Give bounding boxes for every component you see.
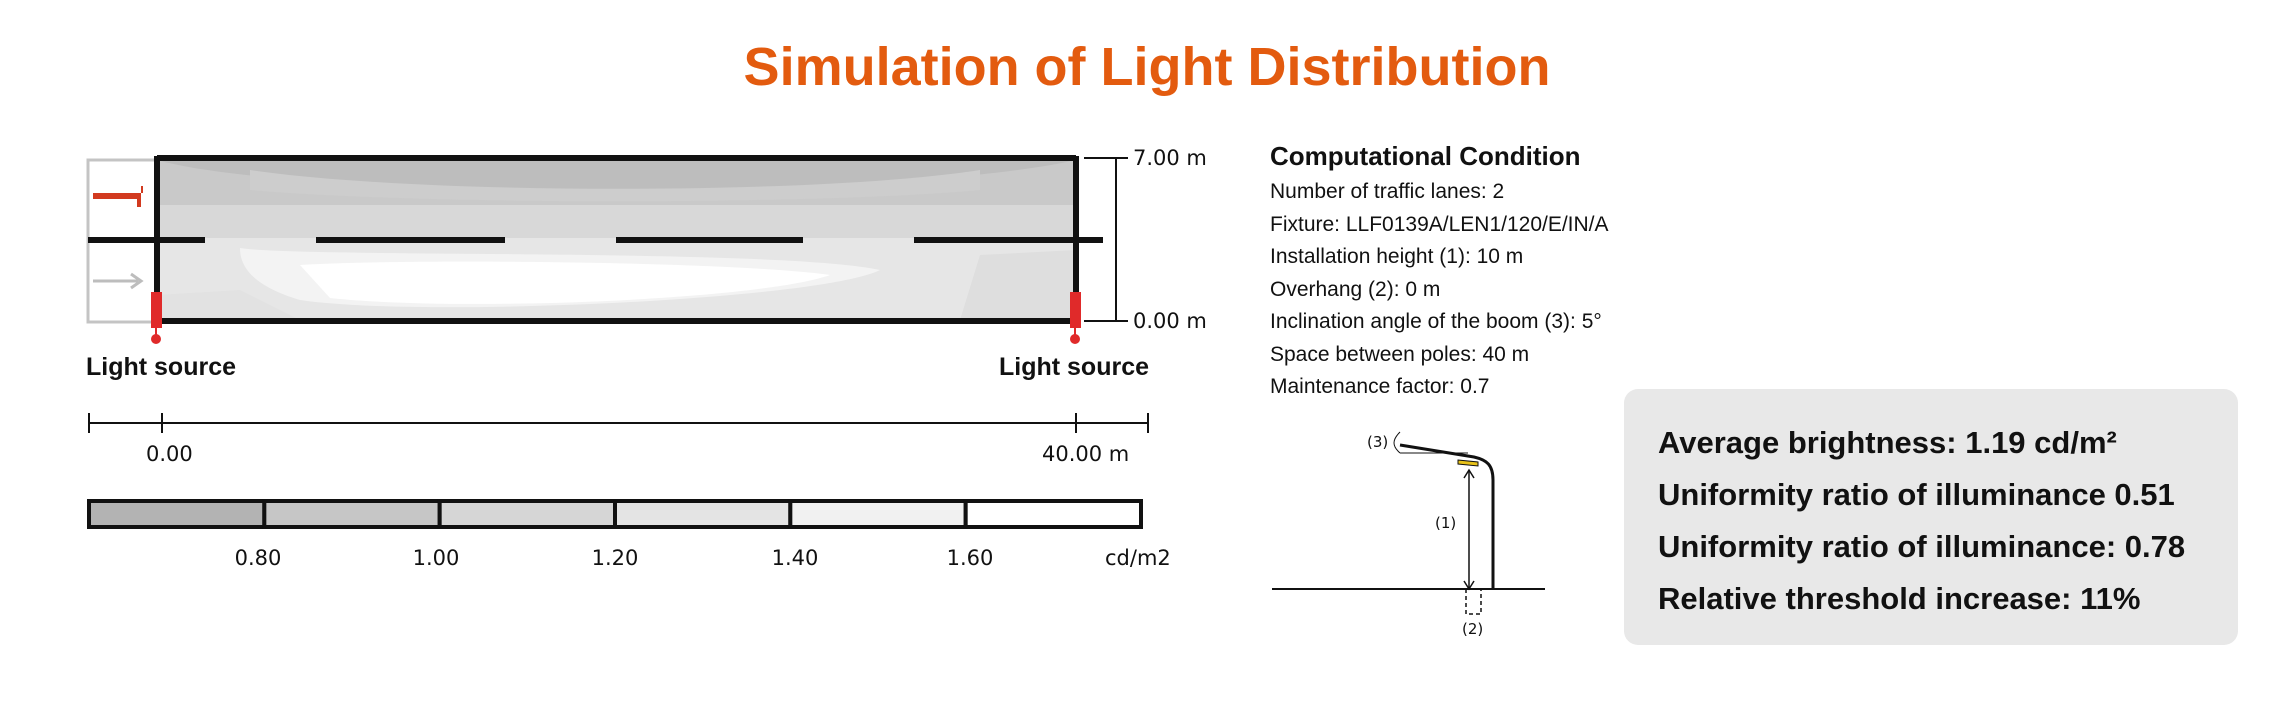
light-source-left-label: Light source: [86, 353, 236, 381]
legend-value-3: 1.40: [772, 546, 819, 570]
pole-label-1: (1): [1435, 514, 1456, 532]
legend-unit: cd/m2: [1105, 546, 1171, 570]
distance-end-label: 40.00 m: [1042, 442, 1129, 466]
legend-value-0: 0.80: [235, 546, 282, 570]
threshold-increase: Relative threshold increase: 11%: [1658, 581, 2141, 616]
legend-swatch: [788, 499, 968, 529]
condition-item: Space between poles: 40 m: [1270, 342, 1530, 366]
uniformity-ratio-1: Uniformity ratio of illuminance 0.51: [1658, 477, 2175, 512]
light-source-right-icon: [1070, 292, 1081, 344]
condition-item: Fixture: LLF0139A/LEN1/120/E/IN/A: [1270, 212, 1609, 236]
pole-label-2: (2): [1462, 620, 1483, 638]
uniformity-ratio-2: Uniformity ratio of illuminance: 0.78: [1658, 529, 2186, 564]
direction-arrow-right-icon: [93, 272, 144, 290]
legend-swatch: [262, 499, 442, 529]
condition-list: Number of traffic lanes: 2 Fixture: LLF0…: [1270, 176, 1609, 404]
legend-value-2: 1.20: [592, 546, 639, 570]
condition-item: Number of traffic lanes: 2: [1270, 180, 1505, 203]
condition-item: Inclination angle of the boom (3): 5°: [1270, 310, 1602, 333]
condition-item: Overhang (2): 0 m: [1270, 277, 1441, 301]
computational-condition: Computational Condition Number of traffi…: [1270, 141, 1609, 404]
legend-swatch: [87, 499, 267, 529]
light-source-right-label: Light source: [999, 353, 1149, 381]
legend-swatch: [437, 499, 617, 529]
results-summary: Average brightness: 1.19 cd/m² Uniformit…: [1624, 389, 2238, 645]
average-brightness: Average brightness: 1.19 cd/m²: [1658, 425, 2117, 460]
legend-value-4: 1.60: [947, 546, 994, 570]
pole-diagram: [1272, 431, 1545, 615]
direction-arrow-left-icon: [93, 186, 143, 207]
distance-axis: [88, 413, 1149, 433]
light-source-left-icon: [151, 292, 162, 344]
legend-swatch: [613, 499, 793, 529]
condition-item: Maintenance factor: 0.7: [1270, 375, 1490, 398]
legend-value-1: 1.00: [413, 546, 460, 570]
condition-heading: Computational Condition: [1270, 141, 1581, 171]
condition-item: Installation height (1): 10 m: [1270, 245, 1524, 268]
distance-start-label: 0.00: [146, 442, 193, 466]
pole-label-3: (3): [1367, 433, 1388, 451]
height-dimension: [1084, 157, 1128, 322]
page-title: Simulation of Light Distribution: [743, 37, 1551, 97]
legend-swatch: [963, 499, 1144, 529]
luminance-map: [157, 158, 1076, 321]
luminance-legend: [87, 499, 1144, 529]
height-top-label: 7.00 m: [1133, 146, 1207, 170]
height-bottom-label: 0.00 m: [1133, 309, 1207, 333]
